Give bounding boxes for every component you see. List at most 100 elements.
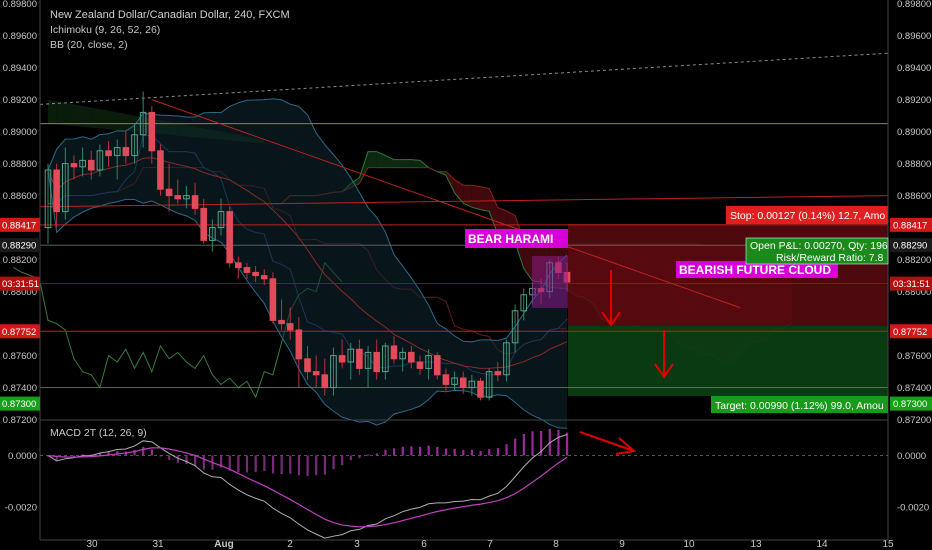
cloud-segment (56, 101, 66, 126)
macd-histogram-bar (168, 455, 171, 460)
candle-body (425, 355, 432, 369)
candle-body (338, 355, 346, 363)
macd-histogram-bar (514, 438, 517, 456)
price-tick-left: 0.89200 (3, 95, 37, 106)
macd-histogram-bar (540, 430, 543, 456)
price-label-left-bg (0, 396, 40, 411)
time-axis[interactable]: 30 31 Aug 2 3 6 7 8 9 10 13 14 15 (86, 539, 894, 550)
down-arrow-2 (654, 330, 674, 379)
price-tick-left: 0.87600 (3, 351, 37, 362)
price-tick-left: 0.88600 (3, 191, 37, 202)
candle-body (105, 150, 112, 157)
candle-body (390, 345, 398, 360)
time-tick: 31 (152, 539, 164, 550)
candle-body (468, 380, 476, 389)
price-label-left: 03:31:51 (2, 279, 39, 290)
price-tick-right: 0.89200 (897, 95, 931, 106)
stop-label: Stop: 0.00127 (0.14%) 12.7, Amo (730, 210, 885, 222)
candle-body (252, 271, 259, 277)
candle-body (442, 374, 450, 385)
cloud-segment (376, 151, 386, 168)
candle-body (44, 169, 52, 229)
candle-body (217, 211, 225, 229)
macd-histogram-bar (176, 455, 179, 463)
cloud-segment (411, 159, 420, 168)
candle-body (373, 351, 380, 373)
cloud-segment (523, 239, 533, 281)
price-label-right-bg (890, 324, 932, 339)
cloud-segment (48, 99, 57, 125)
trendline-descending (151, 99, 741, 309)
candle-body (399, 351, 406, 360)
price-labels: 0.88417 0.88417 0.88290 0.88290 03:31:51 03:3… (0, 217, 932, 411)
candle-body (494, 371, 502, 376)
cloud-segment (99, 109, 109, 130)
candle-body (226, 211, 233, 264)
cloud-segment (117, 112, 126, 131)
cloud-segment (73, 104, 83, 127)
cloud-segment (454, 179, 464, 204)
price-label-left: 0.87300 (2, 399, 36, 410)
price-label-left-bg (0, 238, 40, 253)
price-tick-right: 0.89400 (897, 63, 931, 74)
candle-body (485, 371, 493, 398)
macd-tick-right: -0.0020 (897, 503, 929, 514)
macd-histogram-bar (470, 449, 474, 456)
candle-body (53, 169, 60, 213)
price-tick-right: 0.88000 (897, 287, 931, 298)
candle-body (113, 147, 121, 157)
indicator-macd[interactable]: MACD 2T (12, 26, 9) (50, 427, 147, 439)
macd-histogram-bar (427, 445, 430, 456)
candle-body (382, 345, 389, 373)
indicator-ichimoku[interactable]: Ichimoku (9, 26, 52, 26) (50, 24, 160, 36)
candle-body (416, 361, 424, 369)
candle-body (87, 159, 95, 171)
trendline-horizontal (39, 195, 889, 208)
macd-histogram-bar (393, 448, 396, 456)
macd-histogram-bar (72, 455, 76, 457)
time-tick: Aug (214, 539, 233, 550)
candle-body (131, 134, 138, 157)
indicator-bb[interactable]: BB (20, close, 2) (50, 39, 128, 51)
candle-body (200, 207, 207, 241)
price-tick-right: 0.88800 (897, 159, 931, 170)
candle-body (347, 348, 355, 363)
cloud-segment (402, 159, 412, 168)
price-tick-right: 0.87600 (897, 351, 931, 362)
macd-histogram-bar (341, 455, 344, 466)
macd-histogram-bar (332, 455, 335, 470)
price-label-left: 0.88290 (2, 241, 36, 252)
price-tick-left: 0.87200 (3, 415, 37, 426)
macd-histogram-bar (159, 455, 162, 457)
macd-histogram-bar (185, 455, 188, 465)
macd-histogram-bar (220, 455, 223, 468)
time-tick: 9 (619, 539, 625, 550)
candle-body (459, 377, 467, 389)
macd-histogram-bar (263, 455, 266, 471)
macd-histogram-bar (479, 451, 482, 456)
price-tick-right: 0.88200 (897, 255, 931, 266)
macd-histogram-bar (55, 455, 58, 460)
price-axis-right[interactable]: 0.89800 0.89600 0.89400 0.89200 0.89000 0.888… (897, 0, 931, 426)
candle-body (511, 310, 519, 344)
price-axis-left[interactable]: 0.89800 0.89600 0.89400 0.89200 0.89000 0.888… (3, 0, 37, 426)
candle-body (235, 262, 242, 269)
open-pl-label-bg (745, 237, 889, 265)
candle-body (503, 342, 510, 376)
macd-histogram-bar (436, 446, 439, 456)
candle-body (79, 159, 86, 168)
signal-line (47, 447, 568, 528)
candle-body (321, 374, 329, 389)
price-tick-right: 0.89600 (897, 31, 931, 42)
macd-histogram-bar (98, 452, 102, 456)
macd-histogram-bar (142, 446, 145, 456)
macd-histogram-bar (194, 455, 197, 466)
price-tick-left: 0.88000 (3, 287, 37, 298)
target-label-bg (711, 396, 888, 413)
price-tick-right: 0.87400 (897, 383, 931, 394)
price-label-left: 0.88417 (2, 220, 36, 231)
cloud-segment (368, 151, 377, 168)
bear-harami-label-bg (465, 229, 568, 248)
macd-histogram-bar (462, 449, 465, 456)
